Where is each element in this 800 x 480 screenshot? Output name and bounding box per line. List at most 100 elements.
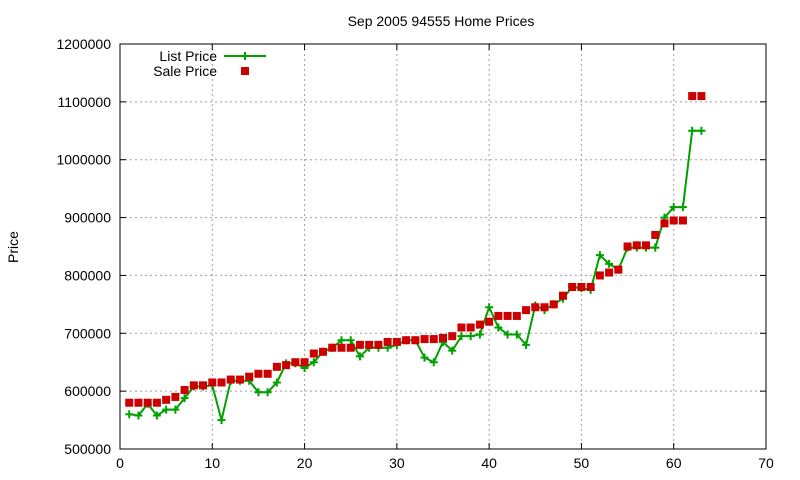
legend-marker-sale-price [241, 67, 249, 75]
data-point-sale-price [577, 283, 586, 291]
data-point-sale-price [355, 340, 364, 349]
data-point-sale-price [152, 398, 161, 407]
data-point-list-price [494, 323, 503, 332]
data-point-list-price [217, 416, 226, 425]
data-point-sale-price [143, 398, 152, 407]
data-point-sale-price [328, 343, 337, 352]
data-point-list-price [420, 353, 429, 362]
data-point-list-price [475, 330, 484, 339]
data-point-sale-price [245, 372, 254, 381]
data-point-sale-price [337, 343, 346, 352]
data-point-sale-price [512, 311, 521, 320]
data-point-sale-price [254, 369, 263, 378]
data-point-sale-price [300, 358, 309, 367]
data-point-sale-price [494, 311, 503, 320]
data-point-sale-price [346, 343, 355, 352]
data-point-list-price [171, 405, 180, 414]
data-point-sale-price [226, 375, 235, 384]
y-tick-label: 800000 [64, 267, 111, 283]
data-point-sale-price [457, 323, 466, 332]
data-point-sale-price [522, 306, 531, 315]
data-point-sale-price [180, 385, 189, 394]
series-sale-price [125, 92, 706, 407]
data-point-sale-price [660, 219, 669, 228]
data-point-list-price [263, 388, 272, 397]
data-point-list-price [272, 378, 281, 387]
x-tick-label: 30 [389, 455, 405, 471]
data-point-sale-price [392, 337, 401, 346]
chart-title: Sep 2005 94555 Home Prices [348, 13, 535, 29]
data-point-sale-price [651, 230, 660, 239]
data-point-sale-price [291, 358, 300, 367]
x-tick-label: 0 [116, 455, 124, 471]
legend-label-list-price: List Price [159, 48, 217, 64]
data-point-sale-price [365, 340, 374, 349]
data-point-sale-price [632, 241, 641, 250]
data-point-sale-price [199, 381, 208, 390]
data-point-list-price [651, 243, 660, 252]
data-point-sale-price [402, 336, 411, 345]
data-point-list-price [346, 336, 355, 345]
x-tick-label: 20 [297, 455, 313, 471]
data-point-list-price [688, 126, 697, 135]
data-point-list-price [503, 330, 512, 339]
data-point-list-price [485, 303, 494, 312]
data-point-list-price [180, 394, 189, 403]
data-point-sale-price [531, 303, 540, 312]
axis-ticks: 0 10 20 30 40 50 60 70 500000 600000 700000 800000 9… [56, 36, 774, 471]
data-point-list-price [337, 336, 346, 345]
data-point-sale-price [420, 335, 429, 344]
data-point-sale-price [263, 369, 272, 378]
y-tick-label: 1200000 [56, 36, 111, 52]
data-point-sale-price [309, 349, 318, 358]
y-tick-label: 600000 [64, 383, 111, 399]
data-point-list-price [254, 388, 263, 397]
x-tick-label: 10 [204, 455, 220, 471]
data-point-sale-price [319, 347, 328, 356]
data-point-sale-price [466, 323, 475, 332]
data-point-list-price [457, 332, 466, 341]
data-point-sale-price [623, 242, 632, 251]
legend-label-sale-price: Sale Price [153, 63, 217, 79]
data-point-sale-price [272, 362, 281, 371]
data-point-sale-price [217, 378, 226, 387]
data-point-sale-price [568, 283, 577, 291]
data-point-sale-price [448, 332, 457, 341]
x-tick-label: 50 [574, 455, 590, 471]
data-point-sale-price [189, 381, 198, 390]
data-point-sale-price [162, 395, 171, 404]
data-point-list-price [512, 330, 521, 339]
data-point-sale-price [688, 92, 697, 101]
data-point-list-price [605, 259, 614, 268]
plot-frame [119, 43, 767, 450]
legend: List Price Sale Price [153, 48, 266, 79]
data-point-sale-price [669, 216, 678, 225]
data-point-list-price [669, 203, 678, 212]
data-point-list-price [309, 358, 318, 367]
data-point-sale-price [134, 398, 143, 407]
data-point-list-price [429, 358, 438, 367]
y-tick-label: 1100000 [58, 94, 112, 110]
data-point-sale-price [586, 283, 595, 291]
data-point-sale-price [558, 291, 567, 300]
data-point-sale-price [549, 300, 558, 309]
data-point-sale-price [235, 375, 244, 384]
data-point-sale-price [678, 216, 687, 225]
y-tick-label: 900000 [64, 210, 111, 226]
data-point-list-price [595, 251, 604, 260]
data-point-sale-price [125, 398, 134, 407]
data-point-sale-price [208, 378, 217, 387]
y-tick-label: 1000000 [56, 152, 111, 168]
data-point-sale-price [411, 336, 420, 345]
data-point-list-price [678, 203, 687, 212]
data-point-sale-price [614, 265, 623, 274]
data-point-list-price [152, 411, 161, 420]
data-point-list-price [522, 340, 531, 349]
data-point-list-price [355, 352, 364, 361]
data-point-list-price [466, 332, 475, 341]
data-point-sale-price [642, 241, 651, 250]
data-point-list-price [125, 410, 134, 419]
data-point-sale-price [171, 392, 180, 401]
